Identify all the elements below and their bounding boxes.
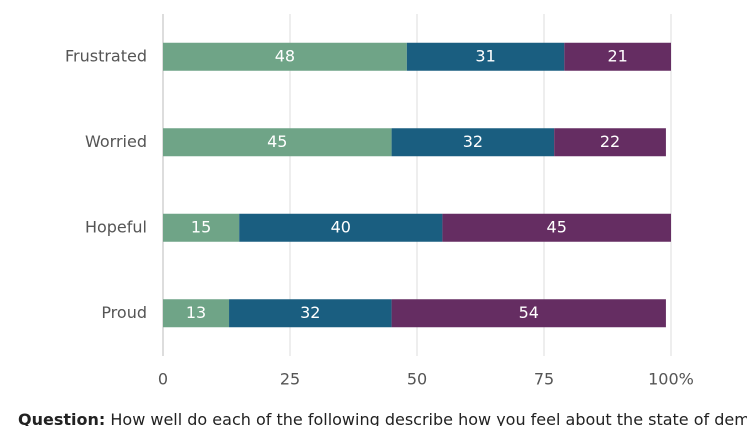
category-label: Proud <box>101 303 147 322</box>
x-tick-label: 50 <box>407 370 427 389</box>
x-tick-label: 25 <box>280 370 300 389</box>
value-label: 40 <box>331 217 351 236</box>
x-tick-label: 75 <box>534 370 554 389</box>
value-label: 15 <box>191 217 211 236</box>
value-label: 22 <box>600 132 620 151</box>
bar-segment <box>163 299 230 328</box>
bar-segment <box>442 213 671 242</box>
bar-segment <box>229 299 392 328</box>
value-label: 32 <box>300 303 320 322</box>
bar-segment <box>239 213 443 242</box>
note-label: Question: <box>18 410 105 426</box>
bar-segment <box>163 213 240 242</box>
x-tick-label: 0 <box>158 370 168 389</box>
bar-segment <box>391 128 555 157</box>
x-tick-label: 100% <box>648 370 694 389</box>
value-label: 48 <box>275 46 295 65</box>
value-label: 21 <box>607 46 627 65</box>
value-label: 45 <box>267 132 287 151</box>
note-text: How well do each of the following descri… <box>110 410 747 426</box>
bar-segment <box>564 42 671 71</box>
category-label: Frustrated <box>65 46 147 65</box>
note: Question: How well do each of the follow… <box>18 410 747 426</box>
bar-segment <box>163 128 392 157</box>
bar-segment <box>163 42 407 71</box>
category-label: Hopeful <box>85 217 147 236</box>
category-label: Worried <box>85 132 147 151</box>
value-label: 32 <box>463 132 483 151</box>
value-label: 13 <box>186 303 206 322</box>
value-label: 45 <box>547 217 567 236</box>
bar-segment <box>406 42 565 71</box>
value-label: 54 <box>519 303 539 322</box>
value-label: 31 <box>475 46 495 65</box>
bar-segment <box>554 128 666 157</box>
bar-segment <box>391 299 666 328</box>
